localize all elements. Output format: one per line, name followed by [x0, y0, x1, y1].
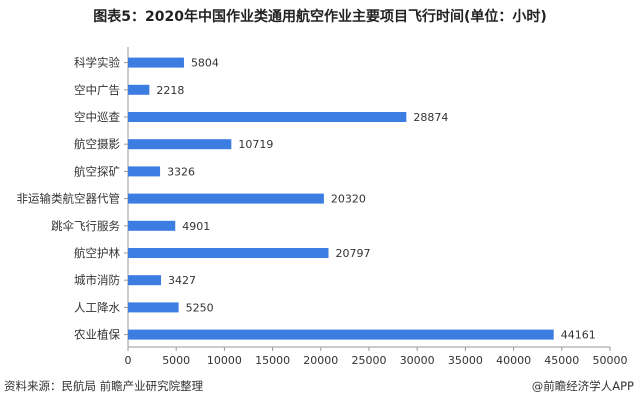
data-label: 20320	[331, 193, 366, 206]
data-label: 3427	[168, 274, 196, 287]
x-tick-label: 5000	[162, 354, 190, 367]
bar	[128, 302, 179, 313]
category-label: 城市消防	[74, 273, 120, 287]
bar	[128, 220, 176, 231]
bar	[128, 166, 161, 177]
bar	[128, 84, 150, 95]
x-tick-label: 45000	[544, 354, 579, 367]
source-note: 资料来源：民航局 前瞻产业研究院整理	[4, 379, 204, 393]
category-label: 跳伞飞行服务	[51, 219, 120, 233]
data-label: 20797	[335, 247, 370, 260]
bar	[128, 57, 184, 68]
x-tick-label: 20000	[303, 354, 338, 367]
data-label: 28874	[413, 111, 448, 124]
category-label: 航空摄影	[74, 137, 120, 151]
data-label: 3326	[167, 165, 195, 178]
data-label: 2218	[156, 84, 184, 97]
data-label: 5804	[191, 57, 219, 70]
category-label: 农业植保	[74, 328, 120, 342]
data-label: 44161	[561, 329, 596, 342]
x-tick-label: 50000	[593, 354, 628, 367]
x-tick-label: 10000	[207, 354, 242, 367]
x-tick-label: 25000	[352, 354, 387, 367]
bar	[128, 193, 324, 204]
category-label: 空中广告	[74, 83, 120, 97]
bar	[128, 275, 162, 286]
category-label: 航空探矿	[74, 164, 120, 178]
category-label: 非运输类航空器代管	[17, 192, 121, 206]
bar	[128, 139, 232, 150]
bar	[128, 112, 407, 122]
x-tick-label: 0	[125, 354, 132, 367]
x-tick-label: 35000	[448, 354, 483, 367]
data-label: 4901	[182, 220, 210, 233]
category-label: 科学实验	[74, 56, 120, 70]
chart-title: 图表5：2020年中国作业类通用航空作业主要项目飞行时间(单位：小时)	[93, 9, 547, 25]
x-tick-label: 15000	[255, 354, 290, 367]
data-label: 10719	[238, 138, 273, 151]
data-label: 5250	[186, 301, 214, 314]
x-tick-label: 40000	[496, 354, 531, 367]
category-label: 人工降水	[74, 300, 120, 314]
category-label: 航空护林	[74, 246, 120, 260]
x-tick-label: 30000	[400, 354, 435, 367]
bar	[128, 329, 554, 340]
category-label: 空中巡查	[74, 110, 120, 124]
bar	[128, 248, 329, 258]
credit-note: @前瞻经济学人APP	[531, 379, 634, 393]
